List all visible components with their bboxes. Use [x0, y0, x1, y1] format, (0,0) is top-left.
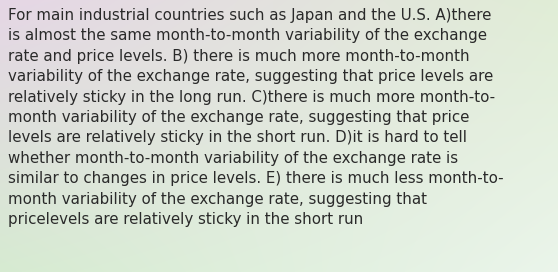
Text: For main industrial countries such as Japan and the U.S. A)there
is almost the s: For main industrial countries such as Ja… [8, 8, 504, 227]
